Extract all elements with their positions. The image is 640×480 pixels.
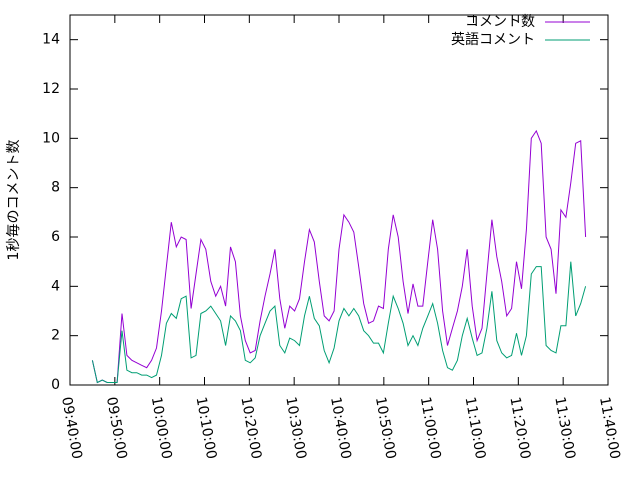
y-tick-label: 2 bbox=[51, 328, 60, 344]
x-tick-label: 09:40:00 bbox=[58, 396, 85, 461]
x-tick-label: 09:50:00 bbox=[103, 396, 130, 461]
x-tick-label: 11:10:00 bbox=[462, 396, 489, 461]
y-tick-label: 10 bbox=[42, 130, 60, 146]
series-line bbox=[91, 261, 587, 384]
x-tick-label: 10:50:00 bbox=[372, 396, 399, 461]
x-tick-label: 11:30:00 bbox=[551, 396, 578, 461]
legend-label: コメント数 bbox=[465, 14, 535, 30]
y-tick-label: 8 bbox=[51, 180, 60, 196]
x-tick-label: 10:40:00 bbox=[327, 396, 354, 461]
y-axis-label: 1秒毎のコメント数 bbox=[6, 140, 22, 261]
y-tick-label: 14 bbox=[42, 32, 60, 48]
x-tick-label: 11:40:00 bbox=[596, 396, 623, 461]
series-line bbox=[91, 129, 587, 384]
x-tick-label: 10:20:00 bbox=[237, 396, 264, 461]
legend-label: 英語コメント bbox=[451, 31, 535, 48]
x-tick-label: 11:00:00 bbox=[417, 396, 444, 461]
y-tick-label: 4 bbox=[51, 278, 60, 294]
x-tick-label: 10:10:00 bbox=[193, 396, 220, 461]
x-tick-label: 10:00:00 bbox=[148, 396, 175, 461]
x-tick-label: 11:20:00 bbox=[506, 396, 533, 461]
x-tick-label: 10:30:00 bbox=[282, 396, 309, 461]
y-tick-label: 0 bbox=[51, 377, 60, 393]
y-tick-label: 6 bbox=[51, 229, 60, 245]
y-tick-label: 12 bbox=[42, 81, 60, 97]
